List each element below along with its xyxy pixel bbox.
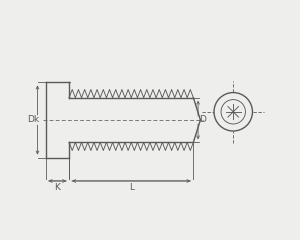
Text: D: D [199,115,206,125]
Text: K: K [55,184,60,192]
Text: Dk: Dk [27,115,39,125]
Text: L: L [129,184,134,192]
